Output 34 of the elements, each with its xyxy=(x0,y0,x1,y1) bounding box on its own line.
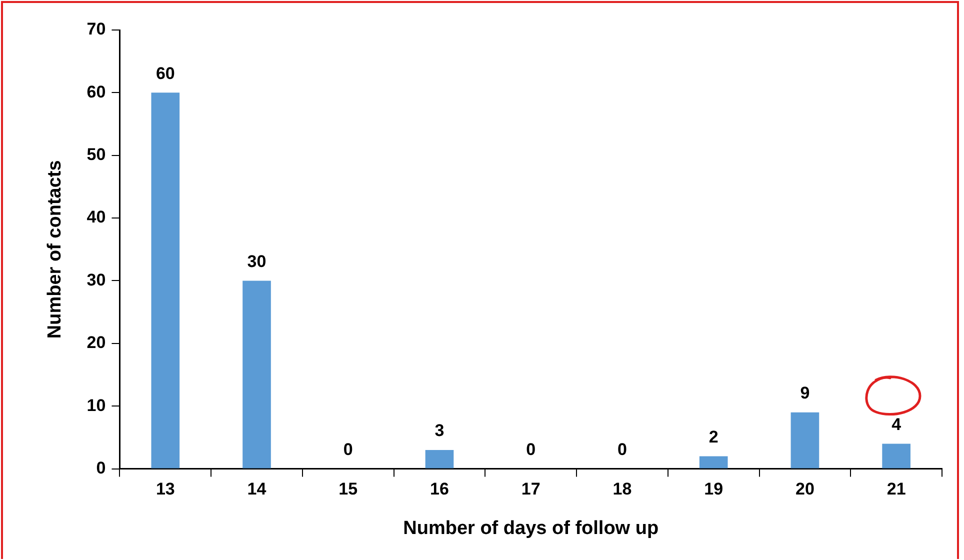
data-label: 2 xyxy=(708,427,718,446)
y-tick-label: 50 xyxy=(86,145,106,164)
data-label: 0 xyxy=(617,440,627,459)
y-tick-label: 0 xyxy=(96,458,106,478)
x-tick-label: 16 xyxy=(430,480,449,499)
x-axis-title: Number of days of follow up xyxy=(403,518,659,539)
y-tick-label: 60 xyxy=(86,82,106,102)
bar xyxy=(699,456,728,468)
y-tick-label: 70 xyxy=(86,20,106,39)
x-tick-label: 13 xyxy=(156,480,175,499)
bar xyxy=(151,92,180,468)
bar xyxy=(425,450,454,468)
y-axis-title: Number of contacts xyxy=(44,160,66,339)
x-tick-label: 14 xyxy=(247,480,267,499)
x-tick-label: 20 xyxy=(795,480,814,499)
data-label: 0 xyxy=(526,440,536,459)
x-tick-label: 19 xyxy=(704,480,724,499)
bar xyxy=(790,412,820,468)
x-tick-label: 18 xyxy=(612,480,632,499)
bar xyxy=(242,280,271,468)
y-tick-label: 40 xyxy=(86,208,106,227)
data-label: 60 xyxy=(156,64,175,83)
data-label: 9 xyxy=(800,384,810,403)
data-label: 0 xyxy=(343,440,353,459)
y-tick-label: 20 xyxy=(86,333,106,352)
data-label: 3 xyxy=(434,421,444,440)
data-label: 4 xyxy=(892,414,902,434)
bar xyxy=(882,444,910,468)
x-tick-label: 21 xyxy=(886,480,906,499)
data-label: 30 xyxy=(247,252,266,271)
y-tick-label: 30 xyxy=(86,270,106,290)
y-tick-label: 10 xyxy=(86,396,106,415)
x-tick-label: 17 xyxy=(521,480,540,499)
x-tick-label: 15 xyxy=(338,480,358,499)
